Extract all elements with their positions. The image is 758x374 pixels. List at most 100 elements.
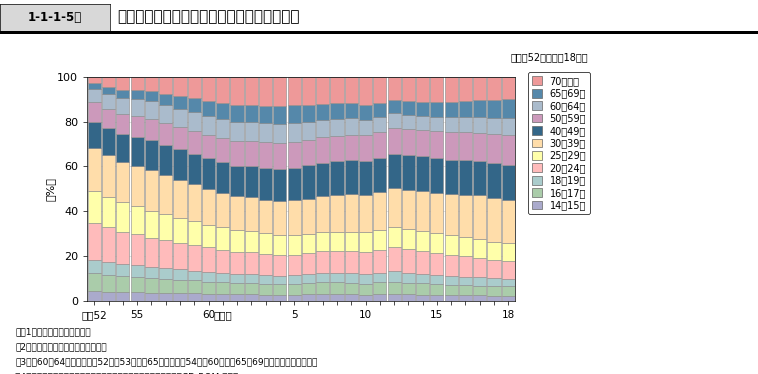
Bar [174,269,186,280]
Bar [345,283,358,294]
Bar [345,251,358,273]
Bar [402,190,415,229]
Bar [359,195,372,232]
Bar [445,285,458,295]
Bar [259,200,272,233]
Bar [359,283,372,295]
Bar [487,296,500,301]
Bar [259,254,272,275]
Bar [345,194,358,232]
Bar [416,130,429,156]
Bar [502,286,515,296]
Bar [459,77,472,101]
Bar [188,270,201,280]
Bar [274,201,287,235]
Bar [216,138,230,162]
Bar [88,223,101,260]
Bar [302,234,315,253]
Bar [274,106,287,124]
Bar [102,155,115,197]
Bar [102,262,115,275]
Bar [188,245,201,270]
Bar [159,77,172,94]
Bar [473,239,487,258]
Bar [445,194,458,235]
Bar [202,116,215,135]
Bar [202,224,215,248]
Bar [302,283,315,294]
Bar [274,276,287,284]
Bar [202,77,215,101]
Bar [202,188,215,224]
Bar [245,252,258,275]
Bar [174,77,186,96]
Bar [116,90,130,98]
Bar [230,294,243,301]
Bar [88,102,101,122]
Bar [402,77,415,101]
Bar [174,127,186,149]
Bar [245,166,258,197]
Bar [230,252,243,275]
Bar [145,170,158,211]
Bar [216,227,230,250]
Bar [316,294,329,301]
Bar [487,163,500,198]
Bar [445,235,458,255]
Bar [473,77,487,100]
Bar [130,137,144,166]
Bar [188,154,201,184]
Bar [387,128,401,154]
Bar [473,100,487,117]
Bar [130,206,144,234]
Bar [416,102,429,116]
Bar [359,161,372,195]
Bar [473,277,487,286]
Bar [230,122,243,141]
Bar [473,132,487,160]
Bar [373,157,387,192]
Bar [259,233,272,254]
Bar [259,275,272,284]
Bar [245,231,258,252]
Bar [259,142,272,168]
Bar [359,135,372,161]
Bar [487,286,500,296]
Bar [245,105,258,122]
Bar [487,278,500,286]
Bar [387,100,401,113]
Bar [287,105,301,123]
Bar [274,295,287,301]
Bar [359,295,372,301]
Bar [345,77,358,103]
Bar [373,117,387,132]
Bar [259,77,272,106]
Bar [502,77,515,99]
Bar [245,77,258,105]
Bar [402,283,415,294]
Bar [373,294,387,301]
Bar [230,196,243,230]
Bar [130,292,144,301]
Bar [316,251,329,273]
Bar [116,98,130,114]
Bar [287,284,301,295]
Bar [330,294,343,301]
Bar [345,273,358,283]
Bar [102,227,115,262]
Bar [102,94,115,108]
Bar [431,295,443,301]
Bar [88,77,101,83]
Bar [402,155,415,190]
Bar [159,293,172,301]
Bar [116,114,130,134]
Bar [230,141,243,166]
Bar [145,119,158,140]
Bar [502,261,515,279]
Bar [145,237,158,267]
Bar [259,284,272,295]
Bar [159,175,172,214]
Y-axis label: （%）: （%） [45,177,56,201]
Bar [274,255,287,276]
Text: 注、1　警察庁の統計による。: 注、1 警察庁の統計による。 [15,327,91,336]
